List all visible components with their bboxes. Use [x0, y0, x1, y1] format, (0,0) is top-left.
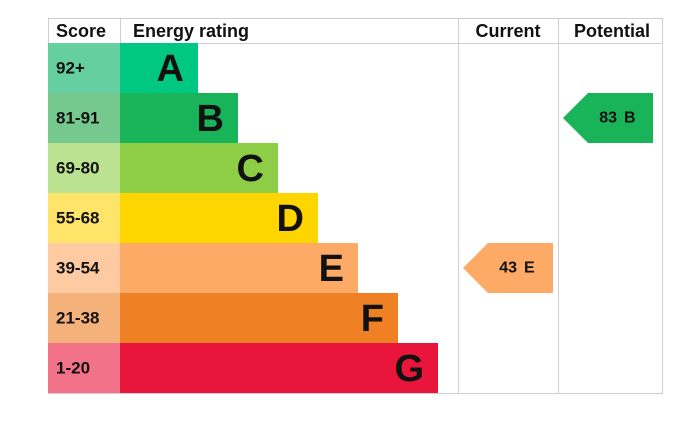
rating-letter: A [157, 48, 184, 90]
score-label: 39-54 [56, 259, 100, 278]
potential-value: 83 [599, 110, 617, 127]
rating-letter: G [394, 348, 424, 390]
score-cell [48, 93, 120, 143]
rating-bar [120, 43, 198, 93]
current-value: 43 [499, 260, 517, 277]
score-label: 55-68 [56, 209, 99, 228]
header-rating: Energy rating [133, 21, 249, 41]
potential-letter: B [624, 110, 636, 127]
rating-bar [120, 93, 238, 143]
score-cell [48, 143, 120, 193]
score-cell [48, 293, 120, 343]
rating-bar [120, 143, 278, 193]
potential-arrow [563, 93, 653, 143]
score-label: 1-20 [56, 359, 90, 378]
score-label: 92+ [56, 59, 85, 78]
rating-letter: C [237, 148, 264, 190]
rating-letter: F [361, 298, 384, 340]
rating-letter: E [319, 248, 344, 290]
header-potential: Potential [574, 21, 650, 41]
score-label: 69-80 [56, 159, 99, 178]
current-letter: E [524, 260, 535, 277]
score-cell [48, 193, 120, 243]
score-cell [48, 343, 120, 393]
rating-bar [120, 343, 438, 393]
score-cell [48, 43, 120, 93]
rating-bar [120, 243, 358, 293]
header-score: Score [56, 21, 106, 41]
header-current: Current [475, 21, 540, 41]
score-label: 81-91 [56, 109, 99, 128]
rating-letter: B [197, 98, 224, 140]
rating-bar [120, 193, 318, 243]
score-cell [48, 243, 120, 293]
rating-letter: D [277, 198, 304, 240]
rating-bar [120, 293, 398, 343]
current-arrow [463, 243, 553, 293]
score-label: 21-38 [56, 309, 99, 328]
